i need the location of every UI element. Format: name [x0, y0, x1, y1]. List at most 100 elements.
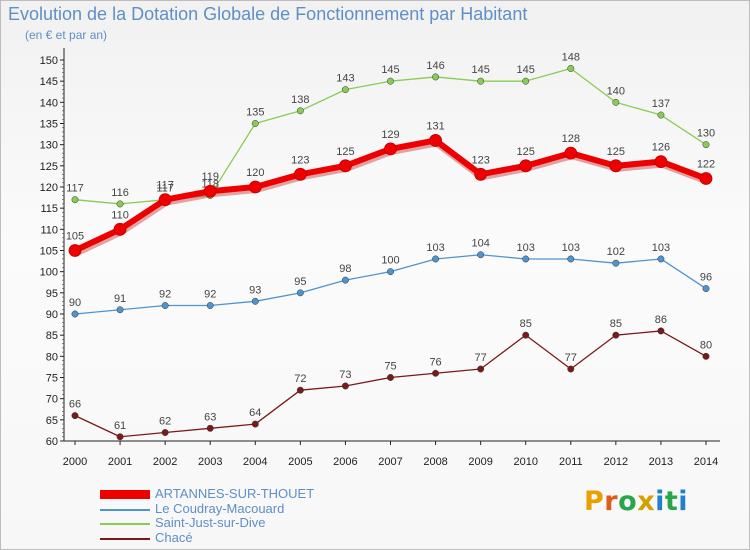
x-tick-label: 2014	[694, 456, 718, 468]
data-label: 117	[156, 180, 174, 192]
legend-label: Le Coudray-Macouard	[155, 500, 285, 516]
data-point	[71, 310, 79, 318]
x-tick-label: 2011	[559, 456, 583, 468]
data-point	[474, 167, 488, 181]
data-point	[206, 424, 214, 432]
data-point	[116, 306, 124, 314]
y-tick-label: 60	[46, 436, 58, 448]
data-label: 125	[607, 146, 625, 158]
data-point	[612, 259, 620, 267]
data-label: 125	[336, 146, 354, 158]
data-point	[702, 285, 710, 293]
data-label: 73	[339, 369, 351, 381]
x-tick-label: 2006	[333, 456, 357, 468]
data-label: 129	[381, 129, 399, 141]
data-label: 100	[381, 255, 399, 267]
data-point	[702, 352, 710, 360]
data-label: 102	[607, 246, 625, 258]
data-label: 126	[652, 142, 670, 154]
data-label: 145	[517, 64, 535, 76]
data-label: 103	[517, 242, 535, 254]
data-point	[296, 289, 304, 297]
data-point	[251, 120, 259, 127]
data-point	[71, 412, 79, 420]
data-label: 137	[652, 98, 670, 110]
legend-swatch	[100, 523, 150, 525]
data-point	[522, 331, 530, 339]
data-point	[432, 369, 440, 377]
data-point	[612, 98, 620, 106]
data-label: 76	[429, 356, 441, 368]
data-label: 86	[655, 314, 667, 326]
data-label: 80	[700, 339, 712, 351]
data-label: 143	[336, 73, 354, 85]
data-point	[522, 255, 530, 263]
data-point	[251, 420, 259, 428]
data-point	[702, 141, 710, 149]
y-tick-label: 70	[46, 394, 58, 406]
data-label: 145	[471, 64, 489, 76]
data-label: 122	[697, 159, 715, 171]
data-label: 103	[652, 242, 670, 254]
data-point	[341, 276, 349, 284]
data-label: 104	[471, 238, 489, 250]
data-point	[429, 134, 442, 147]
data-label: 77	[475, 352, 487, 364]
data-label: 123	[471, 154, 489, 166]
legend-swatch	[100, 537, 150, 540]
data-label: 131	[426, 120, 444, 132]
data-label: 85	[520, 318, 532, 330]
data-point	[699, 172, 713, 185]
data-point	[68, 244, 82, 257]
data-label: 135	[246, 107, 264, 119]
y-tick-label: 125	[40, 161, 58, 173]
data-point	[519, 159, 533, 173]
y-tick-label: 105	[40, 246, 58, 258]
data-label: 77	[565, 352, 577, 364]
data-point	[567, 255, 575, 263]
y-tick-label: 135	[40, 119, 58, 131]
data-point	[248, 180, 262, 194]
data-point	[657, 111, 665, 119]
data-label: 63	[204, 411, 216, 423]
data-label: 123	[291, 154, 309, 166]
data-point	[522, 77, 530, 85]
data-point	[387, 374, 394, 381]
x-tick-label: 2003	[198, 456, 222, 468]
y-tick-label: 140	[40, 97, 58, 109]
data-label: 110	[111, 209, 129, 221]
data-label: 119	[201, 171, 219, 183]
data-point	[158, 193, 172, 207]
data-point	[387, 77, 394, 85]
data-point	[477, 251, 485, 259]
x-tick-label: 2000	[63, 456, 87, 468]
data-label: 95	[294, 276, 306, 288]
y-tick-label: 150	[40, 55, 58, 67]
data-point	[116, 200, 124, 208]
y-tick-label: 65	[46, 415, 58, 427]
data-label: 125	[517, 146, 535, 158]
data-point	[477, 365, 485, 373]
x-tick-label: 2013	[649, 456, 673, 468]
data-label: 61	[114, 420, 126, 432]
data-point	[384, 142, 397, 156]
data-point	[203, 184, 217, 198]
x-tick-label: 2008	[423, 456, 447, 468]
logo-letter: o	[618, 486, 638, 517]
logo-letter: r	[604, 486, 619, 517]
data-point	[339, 159, 352, 173]
x-tick-label: 2002	[153, 456, 177, 468]
data-point	[293, 167, 307, 181]
data-label: 92	[204, 289, 216, 301]
data-label: 93	[249, 284, 261, 296]
data-point	[612, 331, 620, 339]
logo-letter: P	[584, 486, 605, 517]
y-tick-label: 120	[40, 182, 58, 194]
y-tick-label: 130	[40, 140, 58, 152]
data-point	[113, 222, 127, 236]
data-label: 96	[700, 272, 712, 284]
y-tick-label: 85	[46, 330, 58, 342]
data-label: 130	[697, 128, 715, 140]
x-tick-label: 2005	[288, 456, 312, 468]
